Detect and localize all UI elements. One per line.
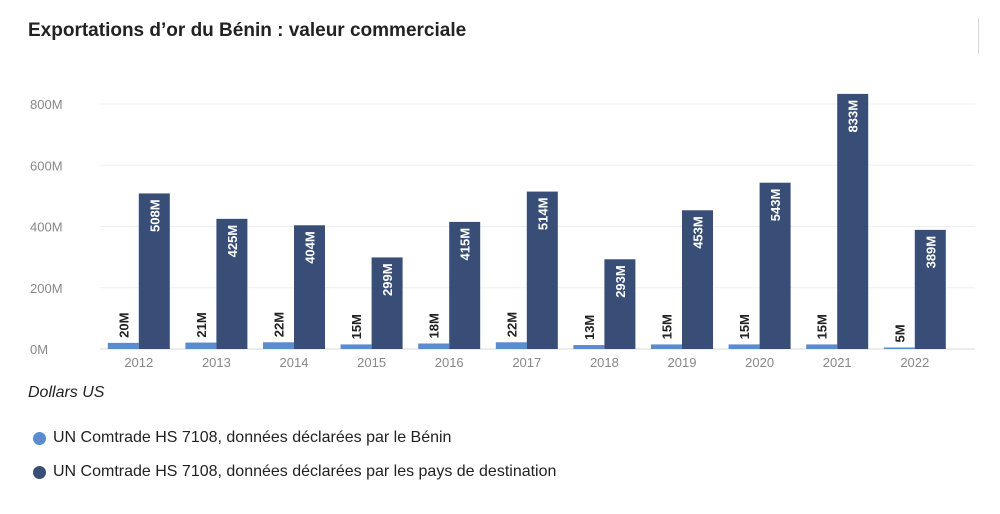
bar-benin xyxy=(185,342,217,349)
x-tick-label: 2018 xyxy=(590,355,619,370)
x-tick-label: 2022 xyxy=(900,355,929,370)
bar-benin xyxy=(418,343,450,349)
bar-label-destination: 453M xyxy=(691,216,706,249)
bar-label-benin: 15M xyxy=(349,314,364,339)
bar-destination xyxy=(294,225,325,349)
bar-label-benin: 13M xyxy=(582,315,597,340)
x-tick-label: 2015 xyxy=(357,355,386,370)
bar-label-benin: 15M xyxy=(660,314,675,339)
bar-destination xyxy=(371,257,403,349)
bar-benin xyxy=(263,342,294,349)
x-tick-label: 2014 xyxy=(280,355,309,370)
bar-benin xyxy=(340,344,372,349)
legend-label-benin: UN Comtrade HS 7108, données déclarées p… xyxy=(53,429,452,446)
bar-benin xyxy=(573,345,605,349)
bar-label-destination: 425M xyxy=(225,225,240,258)
bar-label-destination: 299M xyxy=(380,263,395,296)
legend: UN Comtrade HS 7108, données déclarées p… xyxy=(33,428,556,496)
y-tick-label: 0M xyxy=(30,342,48,357)
bar-label-destination: 293M xyxy=(613,265,628,298)
legend-swatch-benin xyxy=(33,431,46,445)
x-tick-label: 2017 xyxy=(512,355,541,370)
bar-benin xyxy=(495,342,527,349)
y-tick-label: 200M xyxy=(30,281,63,296)
bar-label-benin: 20M xyxy=(116,313,131,338)
x-tick-label: 2012 xyxy=(124,355,153,370)
chart-title: Exportations d’or du Bénin : valeur comm… xyxy=(28,20,467,41)
legend-item-destination[interactable]: UN Comtrade HS 7108, données déclarées p… xyxy=(33,462,556,482)
bar-destination xyxy=(759,182,791,349)
bar-destination xyxy=(216,218,248,349)
bar-label-destination: 833M xyxy=(846,100,861,133)
bar-label-destination: 404M xyxy=(303,231,318,264)
bar-benin xyxy=(806,344,838,349)
bar-destination xyxy=(914,229,946,349)
bar-label-benin: 15M xyxy=(737,314,752,339)
bar-label-benin: 18M xyxy=(427,313,442,338)
bar-label-benin: 5M xyxy=(892,324,907,342)
bar-label-benin: 22M xyxy=(504,312,519,337)
bar-destination xyxy=(526,191,558,349)
bar-label-benin: 21M xyxy=(194,312,209,337)
divider xyxy=(978,18,979,54)
legend-item-benin[interactable]: UN Comtrade HS 7108, données déclarées p… xyxy=(33,428,556,448)
bar-label-destination: 543M xyxy=(768,189,783,222)
bar-destination xyxy=(837,93,869,349)
bar-destination xyxy=(604,259,636,349)
bar-label-destination: 508M xyxy=(147,199,162,232)
unit-label: Dollars US xyxy=(28,384,105,401)
y-tick-label: 600M xyxy=(30,158,63,173)
x-tick-label: 2013 xyxy=(202,355,231,370)
bar-label-benin: 15M xyxy=(815,314,830,339)
bar-destination xyxy=(682,210,713,349)
bar-benin xyxy=(651,344,682,349)
bar-label-destination: 389M xyxy=(923,236,938,269)
bar-label-destination: 514M xyxy=(535,198,550,231)
x-tick-label: 2020 xyxy=(745,355,774,370)
y-tick-label: 800M xyxy=(30,97,63,112)
legend-swatch-destination xyxy=(33,465,46,479)
bar-benin xyxy=(883,347,915,349)
x-tick-label: 2021 xyxy=(823,355,852,370)
x-tick-label: 2019 xyxy=(668,355,697,370)
y-tick-label: 400M xyxy=(30,220,63,235)
bar-destination xyxy=(449,221,481,349)
bar-benin xyxy=(728,344,760,349)
bar-destination xyxy=(138,193,170,349)
bar-benin xyxy=(107,342,139,349)
bar-chart: 0M 200M 400M 600M 800M 2012 20M 508M 2013 21M 425M… xyxy=(30,93,975,370)
bar-label-benin: 22M xyxy=(272,312,287,337)
x-tick-label: 2016 xyxy=(435,355,464,370)
bar-label-destination: 415M xyxy=(458,228,473,261)
legend-label-destination: UN Comtrade HS 7108, données déclarées p… xyxy=(53,463,557,480)
